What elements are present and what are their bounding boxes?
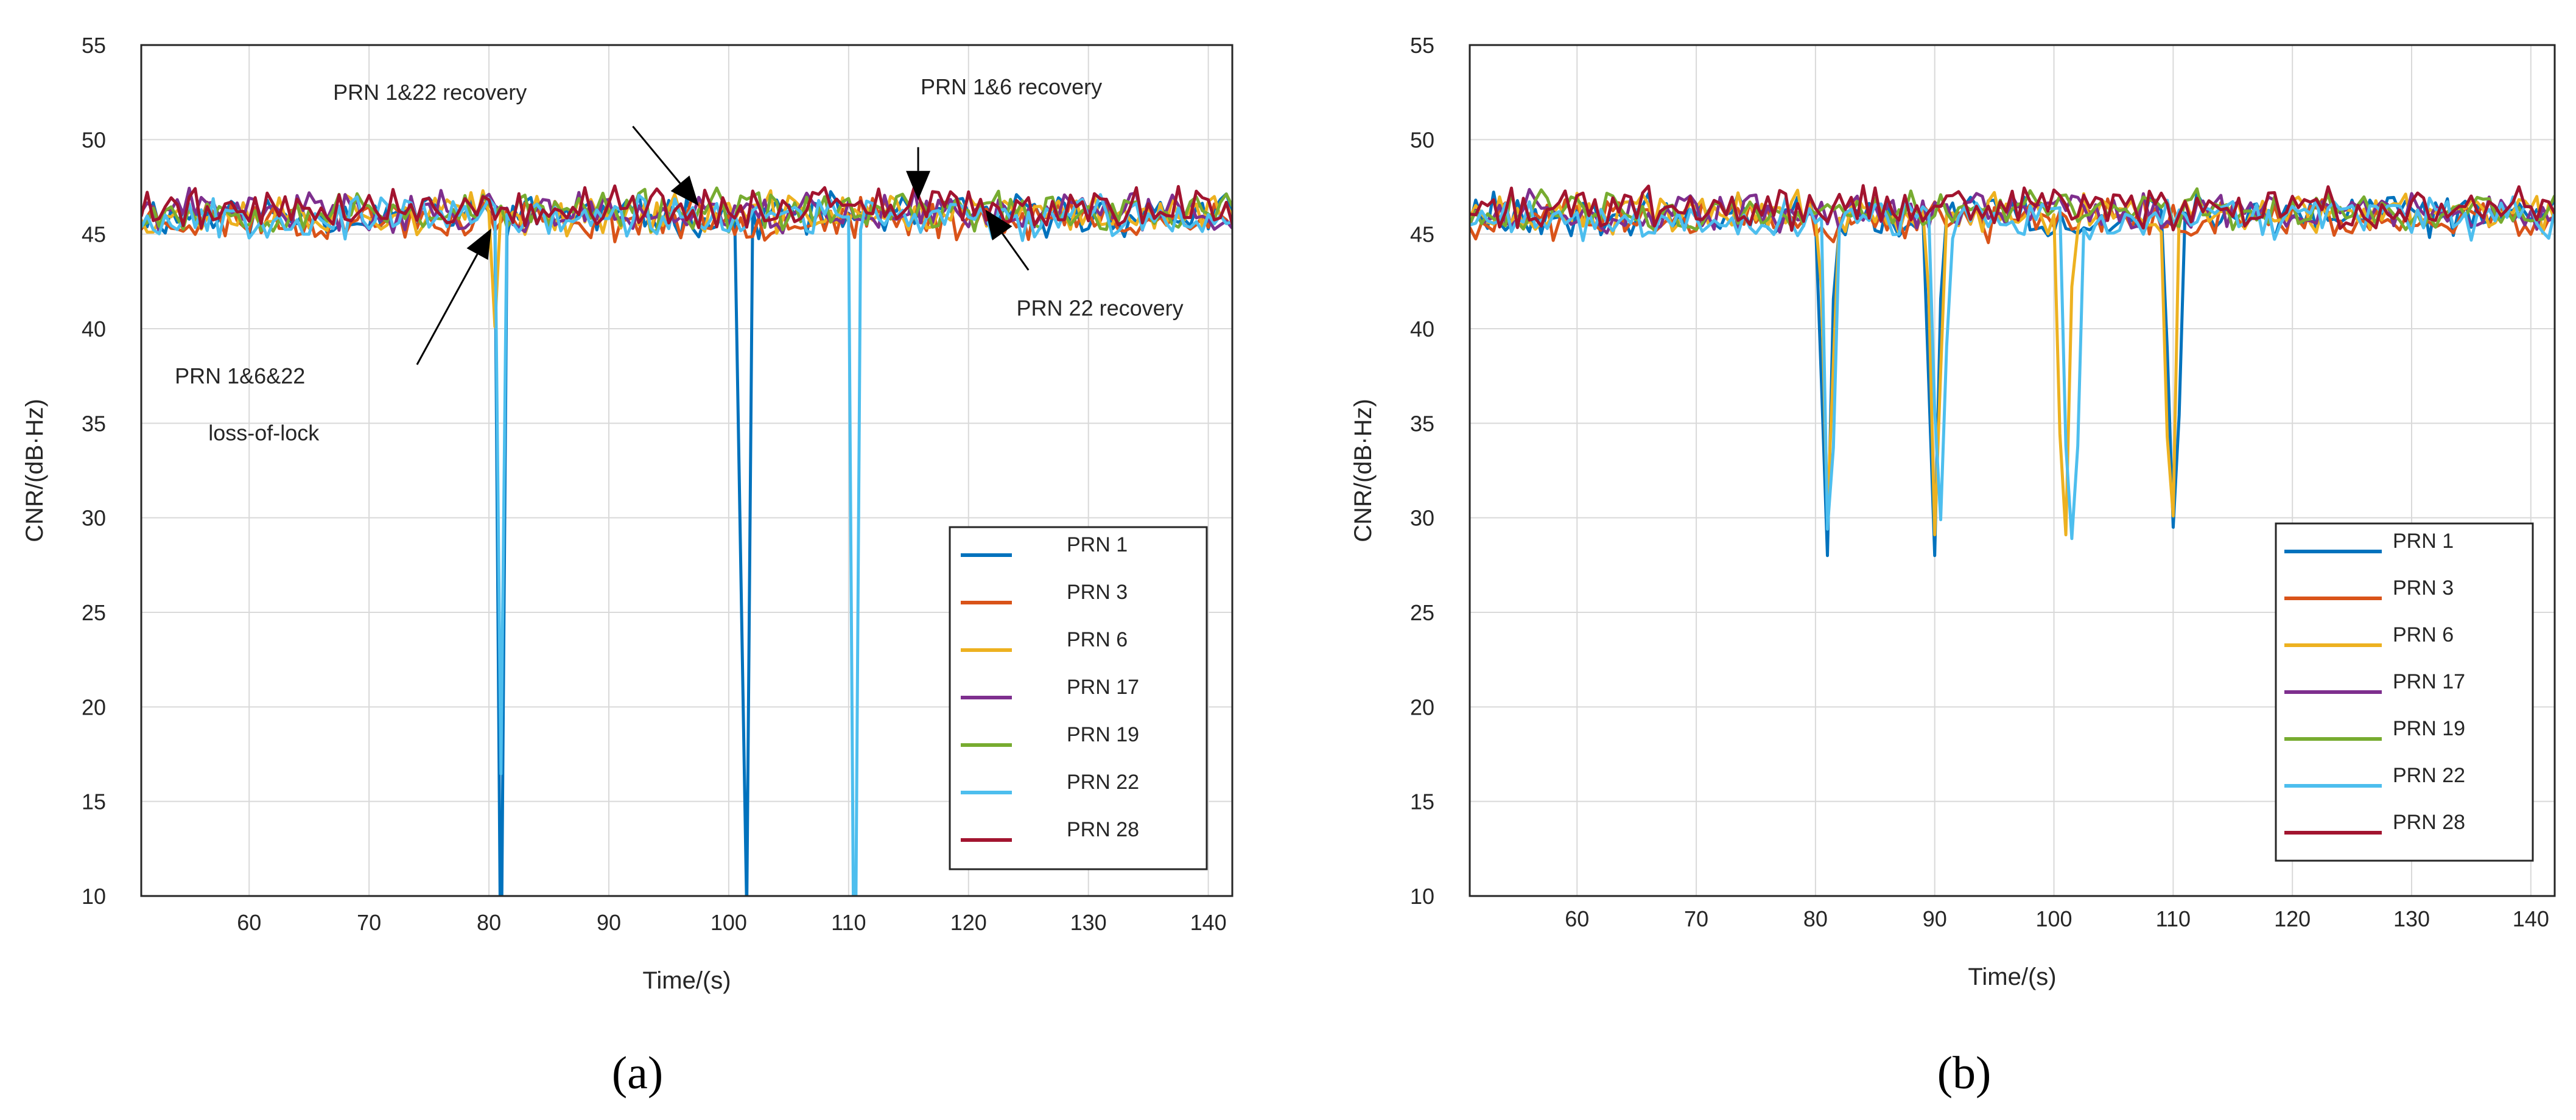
- x-tick-label: 110: [831, 910, 866, 935]
- x-tick-label: 90: [1923, 906, 1947, 931]
- y-tick-label: 40: [82, 317, 106, 341]
- legend-b: PRN 1 PRN 3 PRN 6 PRN 17 PRN 19 PRN 22 PRN 28: [2275, 522, 2534, 862]
- series-line-prn-28: [1470, 184, 2555, 232]
- x-tick-label: 60: [237, 910, 261, 935]
- tick-labels-b: 60 70 80 90 100 110 120 130 140 10 15 20 25 30 35 40 45 5…: [1410, 33, 2549, 931]
- legend-label-prn-19: PRN 19: [1067, 723, 1139, 746]
- legend-label-prn-17: PRN 17: [2393, 670, 2465, 693]
- x-tick-label: 140: [1190, 910, 1227, 935]
- y-tick-label: 30: [1410, 506, 1434, 531]
- panel-a: 60 70 80 90 100 110 120 130 140 10 15 20 25 30 35 40 45 5…: [21, 33, 1234, 1099]
- series-line-prn-28: [141, 184, 1232, 230]
- x-tick-label: 80: [477, 910, 501, 935]
- x-tick-label: 120: [950, 910, 987, 935]
- legend-label-prn-19: PRN 19: [2393, 717, 2465, 740]
- ann-loss-of-lock-2: loss-of-lock: [208, 420, 320, 445]
- y-tick-label: 15: [82, 789, 106, 814]
- y-tick-label: 20: [1410, 695, 1434, 719]
- legend-label-prn-22: PRN 22: [2393, 764, 2465, 787]
- ann-prn-1-6-recovery: PRN 1&6 recovery: [921, 74, 1102, 99]
- x-tick-label: 100: [2035, 906, 2072, 931]
- legend-label-prn-1: PRN 1: [1067, 533, 1128, 556]
- arrow-22-recovery-shaft: [1001, 233, 1030, 271]
- y-tick-label: 45: [1410, 222, 1434, 247]
- x-tick-label: 100: [711, 910, 747, 935]
- legend-label-prn-1: PRN 1: [2393, 530, 2454, 553]
- legend-label-prn-22: PRN 22: [1067, 771, 1139, 794]
- y-tick-label: 10: [1410, 884, 1434, 909]
- x-tick-label: 110: [2156, 906, 2191, 931]
- x-tick-label: 70: [357, 910, 381, 935]
- legend-label-prn-6: PRN 6: [1067, 628, 1128, 651]
- y-tick-label: 25: [1410, 600, 1434, 625]
- x-tick-label: 80: [1803, 906, 1828, 931]
- series-group-b: [1470, 184, 2555, 558]
- x-tick-label: 90: [597, 910, 621, 935]
- annotations-a: PRN 1&22 recovery PRN 1&6 recovery PRN 22 …: [175, 74, 1184, 446]
- legend-label-prn-28: PRN 28: [2393, 811, 2465, 834]
- y-tick-label: 25: [82, 600, 106, 625]
- legend-box: [2275, 522, 2534, 862]
- panel-b: 60 70 80 90 100 110 120 130 140 10 15 20 25 30 35 40 45 5…: [1350, 33, 2556, 1099]
- y-tick-label: 20: [82, 695, 106, 719]
- y-axis-label-b: CNR/(dB·Hz): [1350, 399, 1377, 542]
- y-tick-label: 10: [82, 884, 106, 909]
- series-clip: [141, 184, 1232, 896]
- x-tick-label: 60: [1565, 906, 1589, 931]
- tick-labels-a: 60 70 80 90 100 110 120 130 140 10 15 20 25 30 35 40 45 5…: [82, 33, 1227, 935]
- arrow-loss-of-lock-head: [466, 228, 492, 261]
- arrow-1-22-recovery-head: [670, 175, 699, 206]
- y-tick-label: 35: [1410, 411, 1434, 436]
- y-tick-label: 40: [1410, 317, 1434, 341]
- arrow-1-6-recovery-head: [906, 170, 931, 200]
- legend-label-prn-17: PRN 17: [1067, 676, 1139, 699]
- axes-box-b: [1469, 44, 2556, 897]
- arrow-1-22-recovery-shaft: [632, 125, 681, 184]
- axes-box-a: [140, 44, 1234, 897]
- panel-label-a: (a): [612, 1048, 663, 1099]
- x-tick-label: 70: [1684, 906, 1708, 931]
- x-axis-label-a: Time/(s): [642, 967, 731, 994]
- y-axis-label-a: CNR/(dB·Hz): [21, 399, 48, 542]
- legend-label-prn-6: PRN 6: [2393, 623, 2454, 646]
- legend-a: PRN 1 PRN 3 PRN 6 PRN 17 PRN 19 PRN 22 PRN 28: [949, 526, 1208, 870]
- series-clip: [1470, 184, 2555, 558]
- ann-prn-1-22-recovery: PRN 1&22 recovery: [333, 80, 527, 105]
- y-tick-label: 15: [1410, 789, 1434, 814]
- arrow-loss-of-lock-shaft: [416, 253, 479, 365]
- ann-loss-of-lock-1: PRN 1&6&22: [175, 363, 305, 388]
- x-tick-label: 130: [2393, 906, 2430, 931]
- y-tick-label: 50: [1410, 127, 1434, 152]
- panel-label-b: (b): [1937, 1048, 1992, 1099]
- y-tick-label: 30: [82, 506, 106, 531]
- legend-label-prn-3: PRN 3: [1067, 581, 1128, 604]
- y-tick-label: 55: [1410, 33, 1434, 58]
- y-tick-label: 55: [82, 33, 106, 58]
- y-tick-label: 35: [82, 411, 106, 436]
- x-tick-label: 120: [2274, 906, 2311, 931]
- y-tick-label: 45: [82, 222, 106, 247]
- legend-label-prn-3: PRN 3: [2393, 576, 2454, 600]
- ann-prn-22-recovery: PRN 22 recovery: [1017, 295, 1184, 320]
- series-line-prn-22: [1470, 195, 2555, 541]
- x-axis-label-b: Time/(s): [1968, 964, 2056, 990]
- y-tick-label: 50: [82, 127, 106, 152]
- series-group-a: [141, 184, 1232, 896]
- x-tick-label: 130: [1070, 910, 1107, 935]
- legend-label-prn-28: PRN 28: [1067, 818, 1139, 841]
- series-line-prn-19: [1470, 187, 2555, 232]
- x-tick-label: 140: [2513, 906, 2549, 931]
- arrow-22-recovery-head: [985, 209, 1013, 240]
